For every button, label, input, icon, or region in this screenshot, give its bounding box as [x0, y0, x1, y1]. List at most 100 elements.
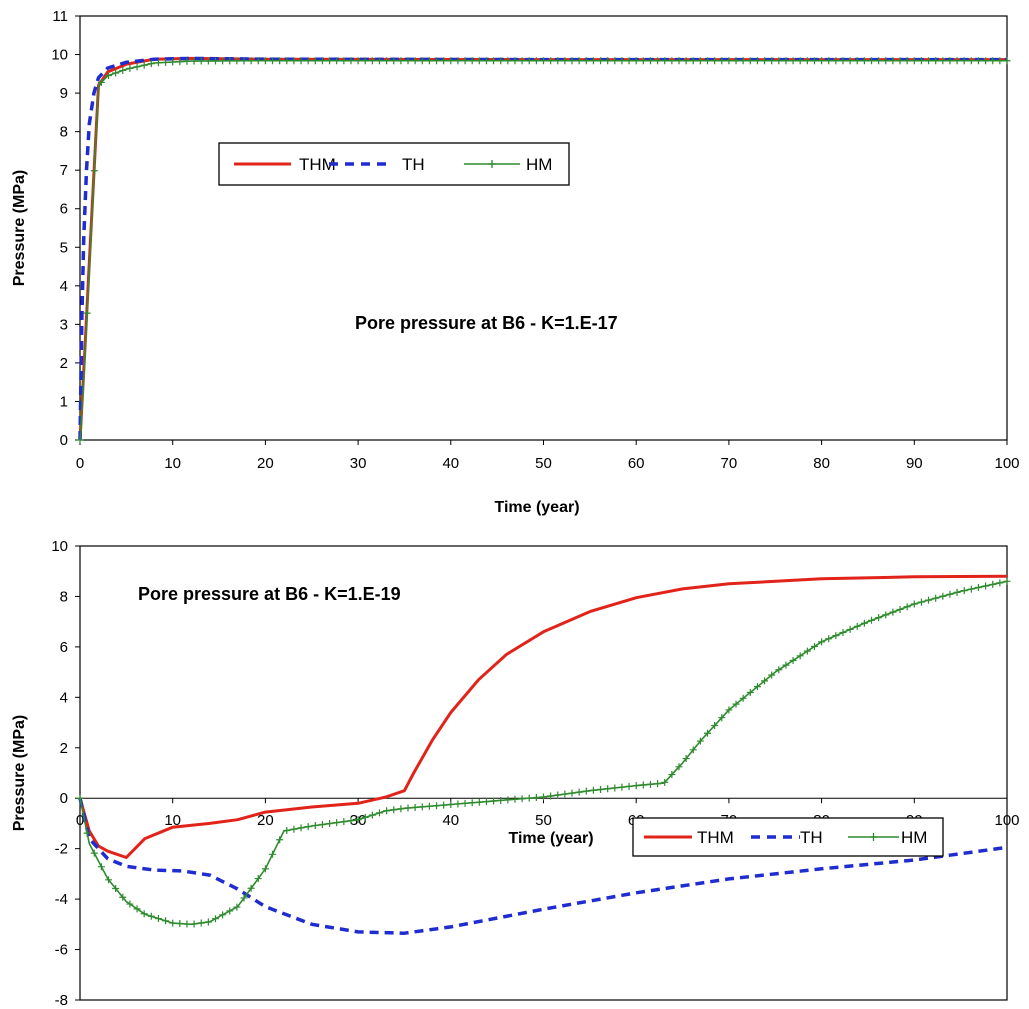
legend-label-th: TH	[800, 828, 823, 847]
series-hm-marker	[832, 632, 840, 640]
series-hm-marker	[404, 804, 412, 812]
y-tick-label: 2	[60, 355, 68, 372]
series-hm-marker	[547, 792, 555, 800]
series-hm-marker	[297, 824, 305, 832]
series-hm-marker	[925, 596, 933, 604]
series-hm-marker	[582, 787, 590, 795]
series-hm-marker	[868, 616, 876, 624]
series-hm-marker	[632, 782, 640, 790]
series-hm-marker	[190, 920, 198, 928]
series-hm-marker	[725, 57, 733, 65]
series-hm-marker	[254, 57, 262, 65]
series-hm-marker	[825, 635, 833, 643]
series-hm-marker	[789, 656, 797, 664]
series-hm-marker	[133, 905, 141, 913]
series-hm-marker	[625, 782, 633, 790]
series-hm-marker	[226, 57, 234, 65]
y-tick-label: 3	[60, 316, 68, 333]
series-hm-marker	[162, 917, 170, 925]
series-hm-marker	[803, 647, 811, 655]
series-hm-marker	[554, 57, 562, 65]
series-hm-marker	[689, 57, 697, 65]
series-hm-marker	[618, 57, 626, 65]
series-hm-marker	[696, 737, 704, 745]
series-hm-marker	[718, 57, 726, 65]
series-hm-marker	[490, 797, 498, 805]
series-hm-marker	[618, 783, 626, 791]
series-thm-line	[78, 56, 1007, 441]
chart-1: 0 1 2 3 4 5 6 7 8 9 10 11 0 10 20 30 40 50 60 70 80 90 100 Time…	[11, 8, 1020, 516]
series-hm-marker	[711, 721, 719, 729]
series-hm-marker	[383, 807, 391, 815]
series-hm-marker	[925, 57, 933, 65]
series-hm-marker	[761, 57, 769, 65]
y-tick-label: 2	[60, 740, 68, 757]
legend-label-hm: HM	[526, 155, 552, 174]
series-hm-marker	[211, 915, 219, 923]
series-hm-marker	[347, 817, 355, 825]
series-hm-marker	[768, 57, 776, 65]
series-hm-marker	[475, 57, 483, 65]
legend: THM TH HM	[218, 142, 570, 186]
series-hm-marker	[497, 796, 505, 804]
x-tick-label: 40	[442, 455, 459, 472]
series-hm-marker	[561, 57, 569, 65]
series-hm-marker	[768, 671, 776, 679]
series-hm-marker	[753, 57, 761, 65]
y-tick-label: 0	[60, 432, 68, 449]
series-hm-marker	[468, 799, 476, 807]
series-hm-marker	[76, 794, 84, 802]
series-hm-marker	[197, 919, 205, 927]
series-hm-marker	[910, 57, 918, 65]
series-hm-marker	[204, 918, 212, 926]
series-hm-marker	[589, 57, 597, 65]
series-hm-marker	[147, 912, 155, 920]
series-hm-marker	[154, 915, 162, 923]
series-hm-marker	[318, 821, 326, 829]
series-hm-marker	[440, 57, 448, 65]
series-hm-marker	[996, 57, 1004, 65]
series-hm-marker	[646, 780, 654, 788]
series-hm-marker	[960, 57, 968, 65]
series-hm-marker	[504, 57, 512, 65]
series-hm-marker	[989, 580, 997, 588]
series-hm-marker	[219, 57, 227, 65]
series-hm-marker	[333, 57, 341, 65]
series-hm-marker	[119, 66, 127, 74]
series-hm-marker	[326, 57, 334, 65]
series-hm-marker	[361, 813, 369, 821]
series-hm-marker	[390, 57, 398, 65]
series-hm-marker	[882, 57, 890, 65]
x-tick-label: 80	[813, 455, 830, 472]
series-hm-marker	[739, 57, 747, 65]
series-hm-marker	[368, 57, 376, 65]
y-tick-label: -8	[55, 992, 68, 1009]
y-axis-label: Pressure (MPa)	[11, 170, 28, 287]
series-hm-marker	[397, 805, 405, 813]
series-hm-marker	[932, 594, 940, 602]
y-tick-label: -6	[55, 942, 68, 959]
series-hm-marker	[433, 57, 441, 65]
series-hm-marker	[889, 57, 897, 65]
x-tick-label: 60	[628, 455, 645, 472]
x-tick-label: 100	[994, 812, 1019, 829]
series-hm-marker	[361, 57, 369, 65]
series-hm-marker	[946, 590, 954, 598]
series-hm-marker	[447, 801, 455, 809]
series-hm-marker	[190, 57, 198, 65]
y-tick-label: 8	[60, 588, 68, 605]
series-hm-marker	[632, 57, 640, 65]
series-hm-marker	[896, 57, 904, 65]
legend-label-th: TH	[402, 155, 425, 174]
series-hm-marker	[90, 849, 98, 857]
series-hm-marker	[240, 894, 248, 902]
series-hm-marker	[383, 57, 391, 65]
chart-annotation: Pore pressure at B6 - K=1.E-17	[355, 313, 618, 333]
series-hm-marker	[1003, 57, 1011, 65]
series-hm-marker	[126, 64, 134, 72]
series-hm-marker	[97, 78, 105, 86]
series-hm-marker	[269, 850, 277, 858]
series-hm-marker	[960, 587, 968, 595]
series-hm-marker	[425, 57, 433, 65]
series-hm-marker	[176, 920, 184, 928]
